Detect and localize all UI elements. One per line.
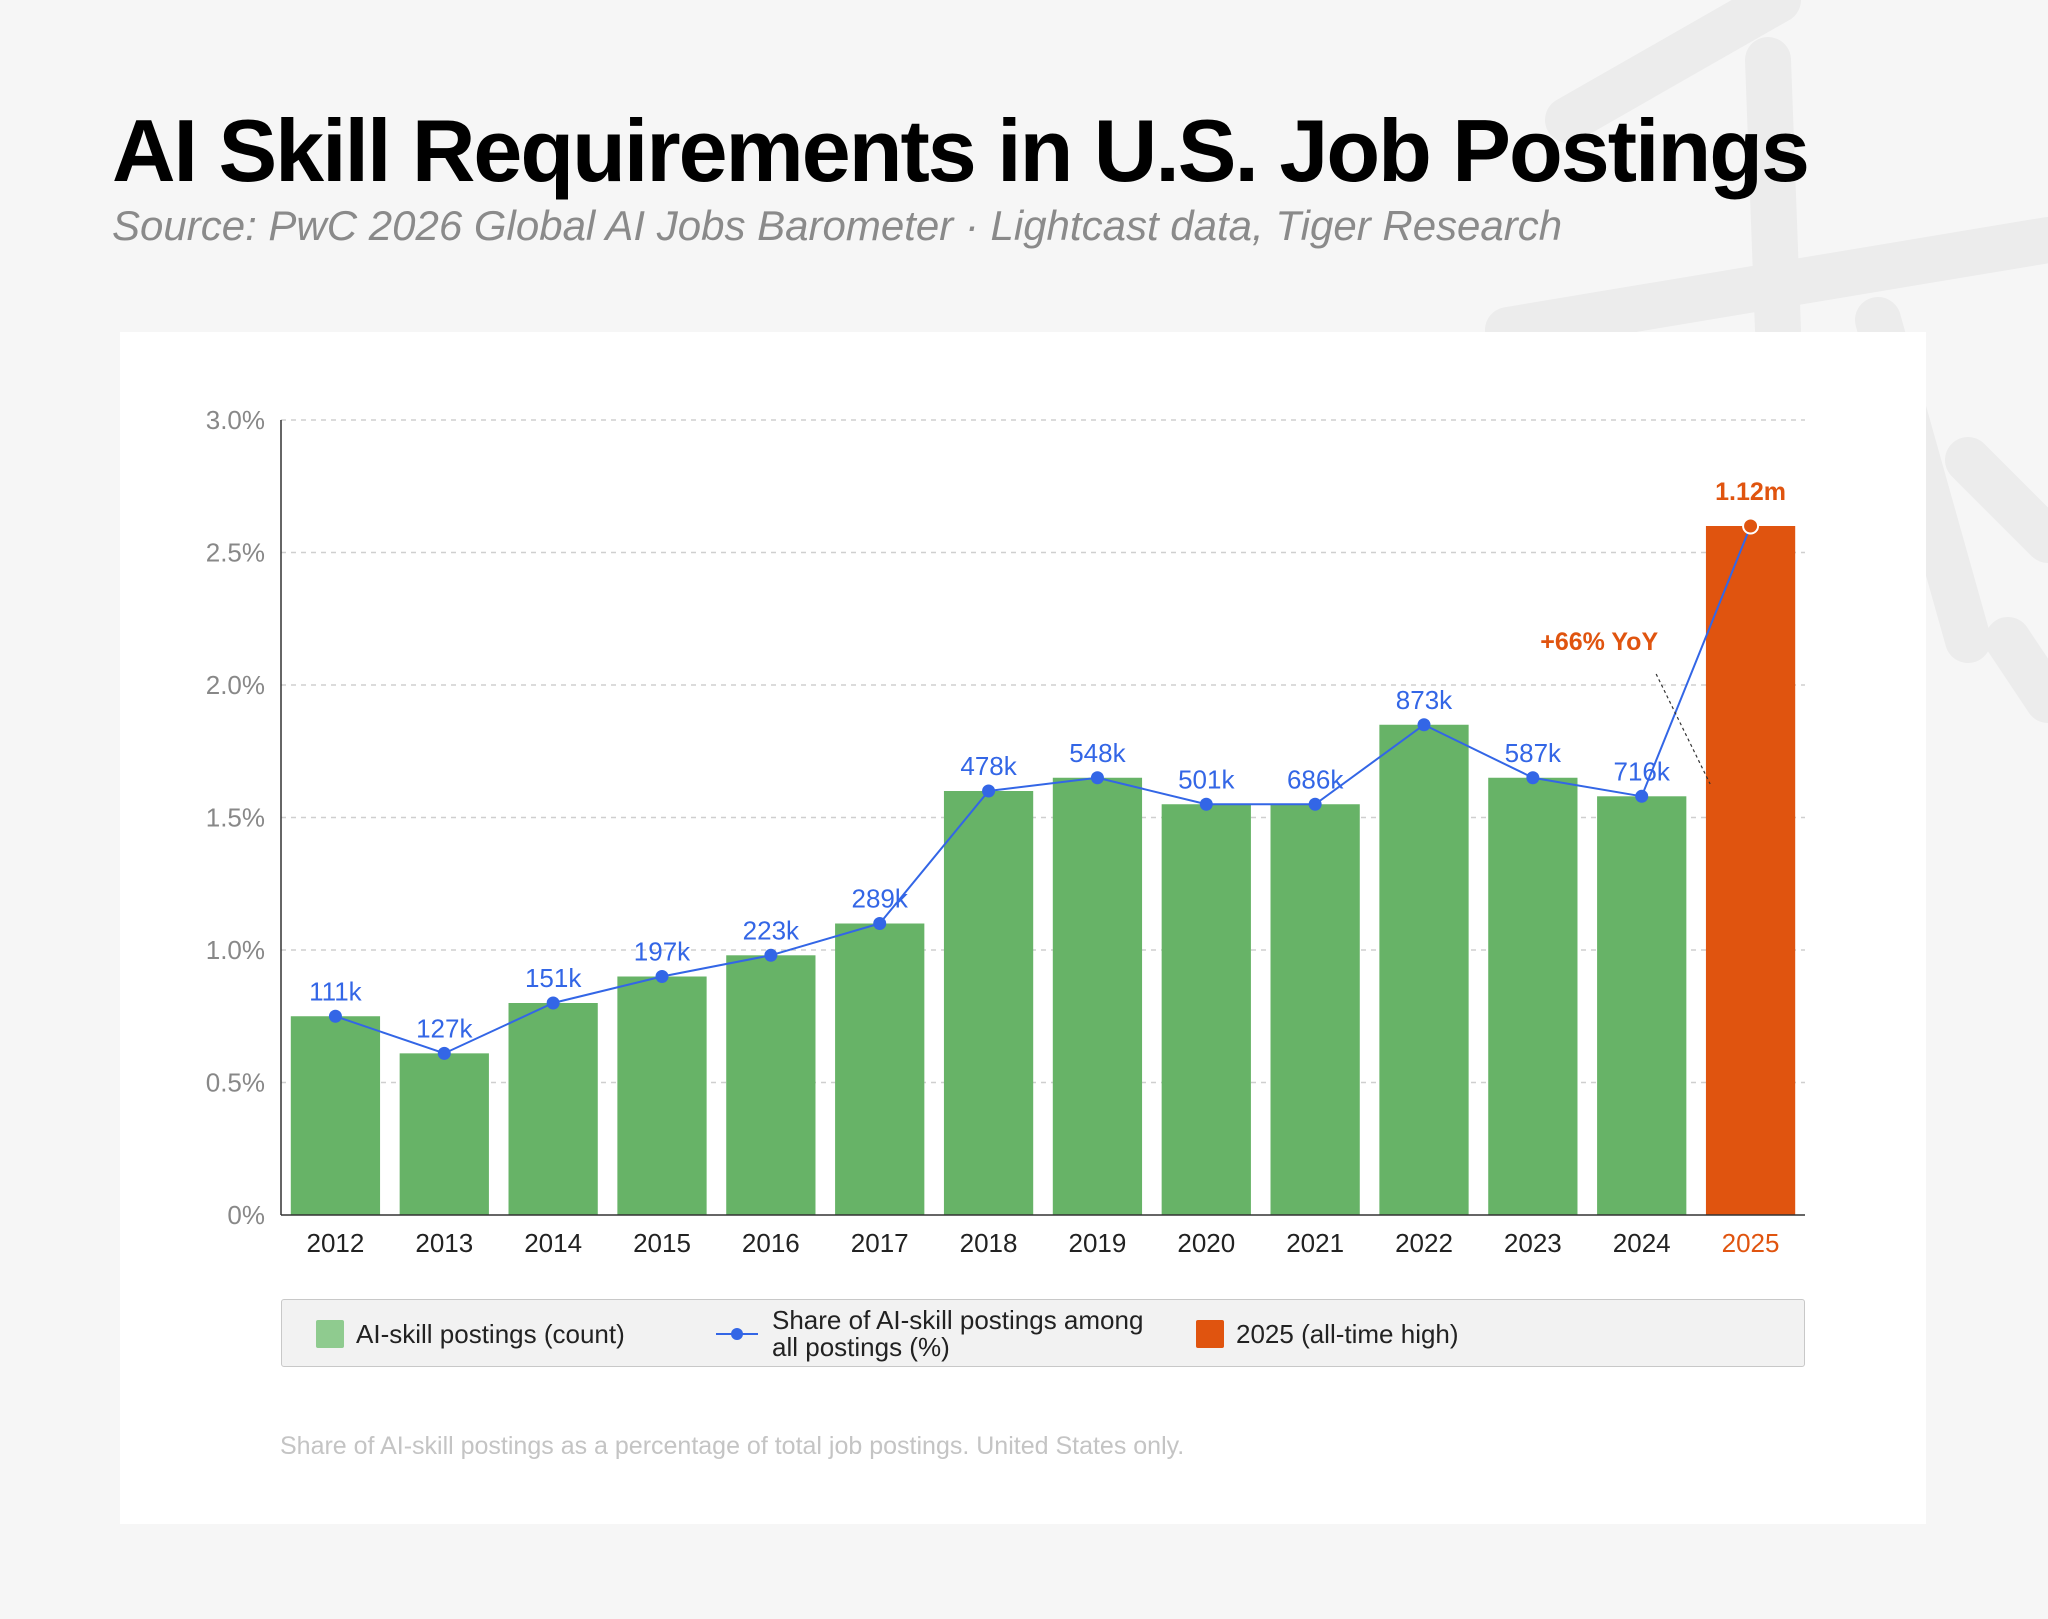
bar-2018 [943, 791, 1034, 1215]
data-label: 548k [1069, 738, 1126, 768]
share-point [328, 1009, 342, 1023]
bar-2013 [399, 1053, 489, 1215]
bar-2021 [1270, 804, 1360, 1215]
legend-item-share: Share of AI-skill postings among all pos… [716, 1300, 1143, 1368]
x-tick-label: 2015 [633, 1228, 691, 1258]
bar-2025 [1705, 526, 1796, 1215]
legend-line-marker [716, 1320, 758, 1348]
x-tick-label: 2024 [1613, 1228, 1671, 1258]
legend-swatch-highlight [1196, 1320, 1224, 1348]
bar-2015 [617, 976, 707, 1215]
legend-item-count: AI-skill postings (count) [316, 1300, 625, 1368]
x-tick-label: 2013 [415, 1228, 473, 1258]
share-point [1308, 797, 1322, 811]
data-label: 151k [525, 963, 582, 993]
share-point [873, 917, 887, 930]
page-subtitle: Source: PwC 2026 Global AI Jobs Baromete… [112, 202, 1563, 249]
share-point [1742, 517, 1760, 535]
data-label: 716k [1614, 756, 1671, 786]
data-label: 873k [1396, 685, 1453, 715]
x-tick-label: 2020 [1177, 1228, 1235, 1258]
data-label: 289k [852, 884, 909, 914]
data-label: 501k [1178, 764, 1235, 794]
bar-2020 [1161, 804, 1251, 1215]
annotation-leader [1655, 673, 1711, 785]
x-tick-label: 2023 [1504, 1228, 1562, 1258]
legend-label-count: AI-skill postings (count) [356, 1318, 625, 1349]
x-tick-label: 2017 [851, 1228, 909, 1258]
page-title: AI Skill Requirements in U.S. Job Postin… [112, 101, 1810, 200]
y-tick-label: 3.0% [206, 405, 265, 435]
share-point [764, 948, 778, 962]
share-point [1417, 718, 1431, 732]
bar-2014 [508, 1003, 598, 1215]
x-tick-label: 2025 [1722, 1228, 1780, 1258]
bar-2017 [835, 923, 925, 1215]
y-tick-label: 2.0% [206, 670, 265, 700]
bar-2024 [1597, 796, 1687, 1215]
legend: AI-skill postings (count) Share of AI-sk… [281, 1299, 1805, 1367]
legend-label-share-2: all postings (%) [772, 1332, 950, 1362]
legend-label-share-1: Share of AI-skill postings among [772, 1305, 1144, 1335]
legend-item-highlight: 2025 (all-time high) [1196, 1300, 1459, 1368]
y-tick-label: 0.5% [206, 1068, 265, 1098]
share-point [1526, 771, 1540, 785]
share-point [1090, 771, 1104, 785]
x-tick-label: 2016 [742, 1228, 800, 1258]
legend-swatch-count [316, 1320, 344, 1348]
x-tick-label: 2018 [960, 1228, 1018, 1258]
x-tick-label: 2022 [1395, 1228, 1453, 1258]
data-label: 587k [1505, 738, 1562, 768]
share-point [655, 970, 669, 983]
bar-2019 [1052, 777, 1143, 1215]
data-label: 127k [416, 1013, 473, 1043]
data-label: 686k [1287, 764, 1344, 794]
chart: 0% 0.5% 1.0% 1.5% 2.0% 2.5% 3.0% 2012 2013 2014 20… [206, 405, 1805, 1258]
share-point [982, 784, 996, 798]
legend-label-highlight: 2025 (all-time high) [1236, 1318, 1459, 1349]
share-line [335, 525, 1752, 1055]
data-label: 111k [309, 976, 363, 1006]
yoy-annotation: +66% YoY [1540, 628, 1658, 656]
data-label: 478k [960, 751, 1017, 781]
data-label: 1.12m [1715, 478, 1786, 506]
footnote: Share of AI-skill postings as a percenta… [280, 1432, 1185, 1460]
y-tick-label: 1.5% [206, 803, 265, 833]
x-tick-label: 2021 [1286, 1228, 1344, 1258]
share-point [1635, 789, 1649, 803]
bar-2023 [1488, 777, 1578, 1215]
share-point [437, 1046, 451, 1060]
share-point [546, 996, 560, 1010]
x-tick-label: 2012 [307, 1228, 365, 1258]
chart-card: 0% 0.5% 1.0% 1.5% 2.0% 2.5% 3.0% 2012 2013 2014 20… [120, 332, 1926, 1524]
bar-2016 [726, 955, 816, 1215]
share-point [1199, 797, 1213, 811]
data-label: 223k [743, 915, 800, 945]
y-tick-label: 2.5% [206, 538, 265, 568]
y-tick-label: 0% [227, 1200, 265, 1230]
x-tick-label: 2014 [524, 1228, 582, 1258]
data-label: 197k [634, 937, 691, 967]
x-tick-label: 2019 [1069, 1228, 1127, 1258]
y-tick-label: 1.0% [206, 935, 265, 965]
bar-2012 [290, 1016, 381, 1215]
bar-2022 [1379, 724, 1469, 1215]
